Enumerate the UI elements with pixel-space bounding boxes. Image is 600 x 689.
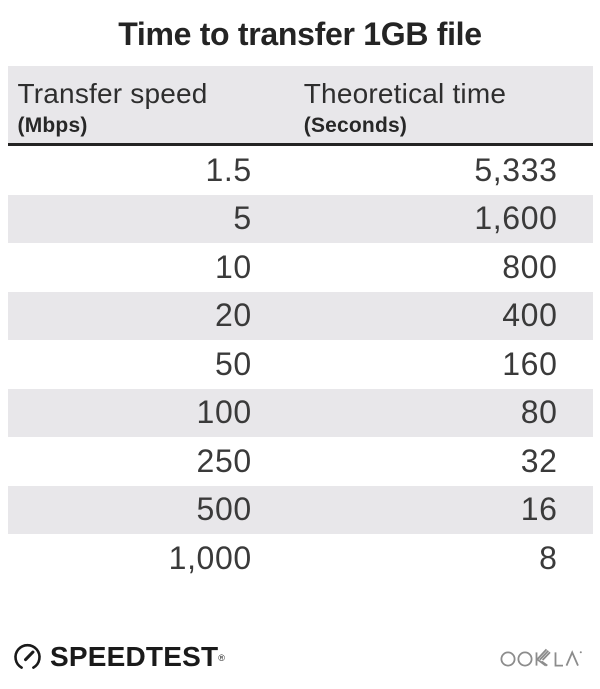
time-value: 400 (502, 297, 558, 334)
transfer-time-table: Transfer speed (Mbps) Theoretical time (… (7, 66, 593, 583)
header-transfer-speed-unit: (Mbps) (17, 114, 88, 137)
time-value: 80 (520, 394, 558, 431)
time-value: 1,600 (474, 200, 558, 237)
table-row: 250 32 (8, 437, 593, 486)
header-theoretical-time-label: Theoretical time (303, 78, 507, 109)
table-row: 500 16 (7, 485, 593, 534)
speed-value: 5 (233, 200, 252, 237)
ookla-wordmark (500, 648, 582, 667)
footer: SPEEDTEST® (0, 640, 600, 674)
table-row: 100 80 (7, 388, 593, 437)
table-row: 1.5 5,333 (8, 146, 593, 195)
table-header-row: Transfer speed (Mbps) Theoretical time (… (7, 66, 593, 146)
speedtest-wordmark-text: SPEEDTEST (50, 641, 219, 672)
time-value: 32 (520, 442, 558, 479)
time-value: 160 (502, 345, 558, 382)
time-value: 5,333 (474, 151, 558, 188)
speed-value: 1.5 (205, 151, 252, 188)
time-value: 8 (539, 539, 558, 576)
speed-value: 10 (214, 248, 252, 285)
header-transfer-speed: Transfer speed (Mbps) (8, 78, 302, 143)
speed-value: 20 (214, 297, 252, 334)
speed-value: 250 (196, 442, 252, 479)
header-theoretical-time: Theoretical time (Seconds) (302, 78, 593, 143)
table-row: 1,000 8 (8, 534, 593, 583)
time-value: 800 (502, 248, 558, 285)
speed-value: 500 (196, 491, 252, 528)
header-theoretical-time-unit: (Seconds) (303, 114, 408, 137)
table-row: 50 160 (8, 340, 593, 389)
speedtest-logo: SPEEDTEST® (13, 642, 225, 672)
table-row: 10 800 (8, 243, 593, 292)
registered-trademark-mark: ® (218, 653, 226, 663)
speed-value: 1,000 (168, 539, 252, 576)
time-value: 16 (520, 491, 558, 528)
speed-value: 100 (196, 394, 252, 431)
table-row: 5 1,600 (7, 194, 593, 243)
speedtest-gauge-icon (14, 643, 41, 669)
speedtest-wordmark: SPEEDTEST® (50, 642, 225, 672)
header-transfer-speed-label: Transfer speed (17, 78, 208, 109)
table-row: 20 400 (7, 291, 593, 340)
page-title: Time to transfer 1GB file (118, 16, 482, 52)
speed-value: 50 (214, 345, 252, 382)
